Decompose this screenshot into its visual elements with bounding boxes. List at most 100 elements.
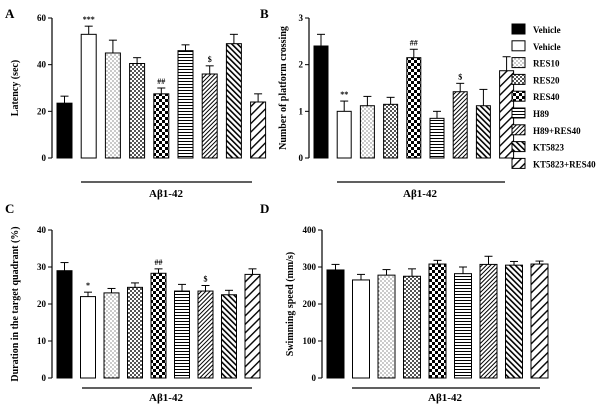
significance-mark: ##	[157, 77, 165, 86]
bar-res40	[153, 93, 170, 159]
bar-h89-res40	[479, 263, 498, 379]
legend-swatch	[511, 73, 526, 85]
bar-kt5823-res40	[244, 273, 261, 379]
bar-kt5823	[225, 43, 242, 159]
bar-res40	[406, 57, 422, 159]
bar-res20	[383, 103, 399, 159]
significance-mark: ***	[83, 15, 95, 24]
y-tick-label: 0	[42, 373, 47, 383]
bar-h89	[174, 290, 190, 379]
panel-d: D 0 100 200 300 400 Swimming speed (mm/s) Aβ1-4…	[260, 201, 549, 404]
significance-mark: *	[86, 281, 90, 290]
y-tick-label: 20	[37, 106, 47, 116]
significance-mark: $	[208, 55, 212, 64]
bar-vehicle	[80, 296, 96, 379]
legend-label: KT5823+RES40	[533, 159, 596, 169]
y-tick-label: 3	[299, 13, 304, 23]
y-tick-label: 100	[303, 336, 317, 346]
bar-h89-res40	[452, 91, 468, 159]
bar-res40	[150, 272, 167, 379]
panel-a: A 0 20 40 60 Latency (sec) *** ## $ Aβ1-42	[5, 6, 267, 200]
bar-vehicle	[313, 45, 329, 159]
legend-swatch	[511, 124, 526, 136]
legend-swatch	[511, 90, 526, 102]
bar-vehicle	[56, 270, 73, 379]
bar-kt5823	[505, 264, 523, 379]
panel-label: A	[5, 6, 15, 21]
legend-label: Vehicle	[533, 42, 561, 52]
legend-label: RES10	[533, 59, 560, 69]
legend-swatch	[511, 157, 526, 169]
group-label: Aβ1-42	[403, 188, 437, 200]
bar-kt5823	[221, 294, 237, 379]
y-axis-label: Number of platform crossing	[278, 26, 289, 150]
bar-vehicle	[56, 102, 73, 159]
bar-res10	[359, 105, 375, 159]
bar-h89-res40	[201, 73, 218, 159]
bar-kt5823-res40	[499, 70, 515, 159]
bar-vehicle	[336, 110, 352, 159]
bar-vehicle	[80, 33, 97, 159]
y-axis-label: Swimming speed (mm/s)	[285, 252, 296, 356]
legend-swatch	[511, 23, 526, 35]
legend-label: RES40	[533, 92, 560, 102]
bar-kt5823-res40	[530, 263, 549, 379]
y-tick-label: 0	[299, 153, 304, 163]
y-tick-label: 40	[37, 225, 47, 235]
bar-vehicle	[326, 269, 345, 379]
group-label: Aβ1-42	[149, 188, 183, 200]
legend-label: KT5823	[533, 143, 565, 153]
y-axis-label: Duration in the target quadrant (%)	[10, 226, 21, 381]
y-tick-label: 200	[303, 299, 317, 309]
y-tick-label: 60	[37, 13, 47, 23]
legend-swatch	[511, 141, 526, 153]
bar-res40	[428, 263, 447, 379]
bar-h89-res40	[197, 290, 214, 379]
legend-swatch	[511, 57, 526, 69]
y-tick-label: 30	[37, 262, 47, 272]
y-axis-label: Latency (sec)	[10, 60, 21, 116]
panel-label: D	[260, 201, 269, 216]
legend-label: H89	[533, 109, 550, 119]
legend: Vehicle Vehicle RES10 RES20 RES40 H89 H89+RES4…	[511, 23, 596, 169]
y-tick-label: 0	[42, 153, 47, 163]
y-tick-label: 2	[299, 60, 304, 70]
bar-res20	[127, 286, 143, 379]
legend-swatch	[511, 107, 526, 119]
legend-label: RES20	[533, 75, 560, 85]
y-tick-label: 300	[303, 262, 317, 272]
bar-h89	[454, 273, 472, 379]
panel-label: B	[260, 6, 269, 21]
significance-mark: ##	[155, 258, 163, 267]
group-label: Aβ1-42	[149, 392, 183, 404]
legend-label: Vehicle	[533, 25, 561, 35]
y-tick-label: 10	[37, 336, 47, 346]
bar-res10	[377, 274, 396, 379]
y-tick-label: 1	[299, 106, 304, 116]
legend-label: H89+RES40	[533, 126, 581, 136]
significance-mark: ##	[410, 38, 418, 47]
bar-h89	[177, 50, 194, 159]
y-tick-label: 40	[37, 60, 47, 70]
bar-res20	[129, 63, 146, 159]
significance-mark: $	[458, 72, 462, 81]
bar-h89	[429, 117, 445, 159]
significance-mark: $	[204, 275, 208, 284]
bar-kt5823-res40	[250, 101, 267, 159]
panel-c: C 0 10 20 30 40 Duration in the target quadran…	[5, 201, 261, 404]
significance-mark: **	[340, 90, 348, 99]
group-label: Aβ1-42	[428, 392, 462, 404]
bar-res10	[103, 292, 120, 379]
legend-swatch	[511, 40, 526, 52]
bar-res20	[403, 275, 421, 379]
bar-res10	[104, 52, 121, 159]
panel-b: B 0 1 2 3 Number of platform crossing ** ## $ Aβ1…	[260, 6, 515, 200]
bar-kt5823	[475, 105, 491, 159]
y-tick-label: 20	[37, 299, 47, 309]
y-tick-label: 0	[312, 373, 317, 383]
bar-vehicle	[352, 279, 370, 379]
y-tick-label: 400	[303, 225, 317, 235]
panel-label: C	[5, 201, 14, 216]
